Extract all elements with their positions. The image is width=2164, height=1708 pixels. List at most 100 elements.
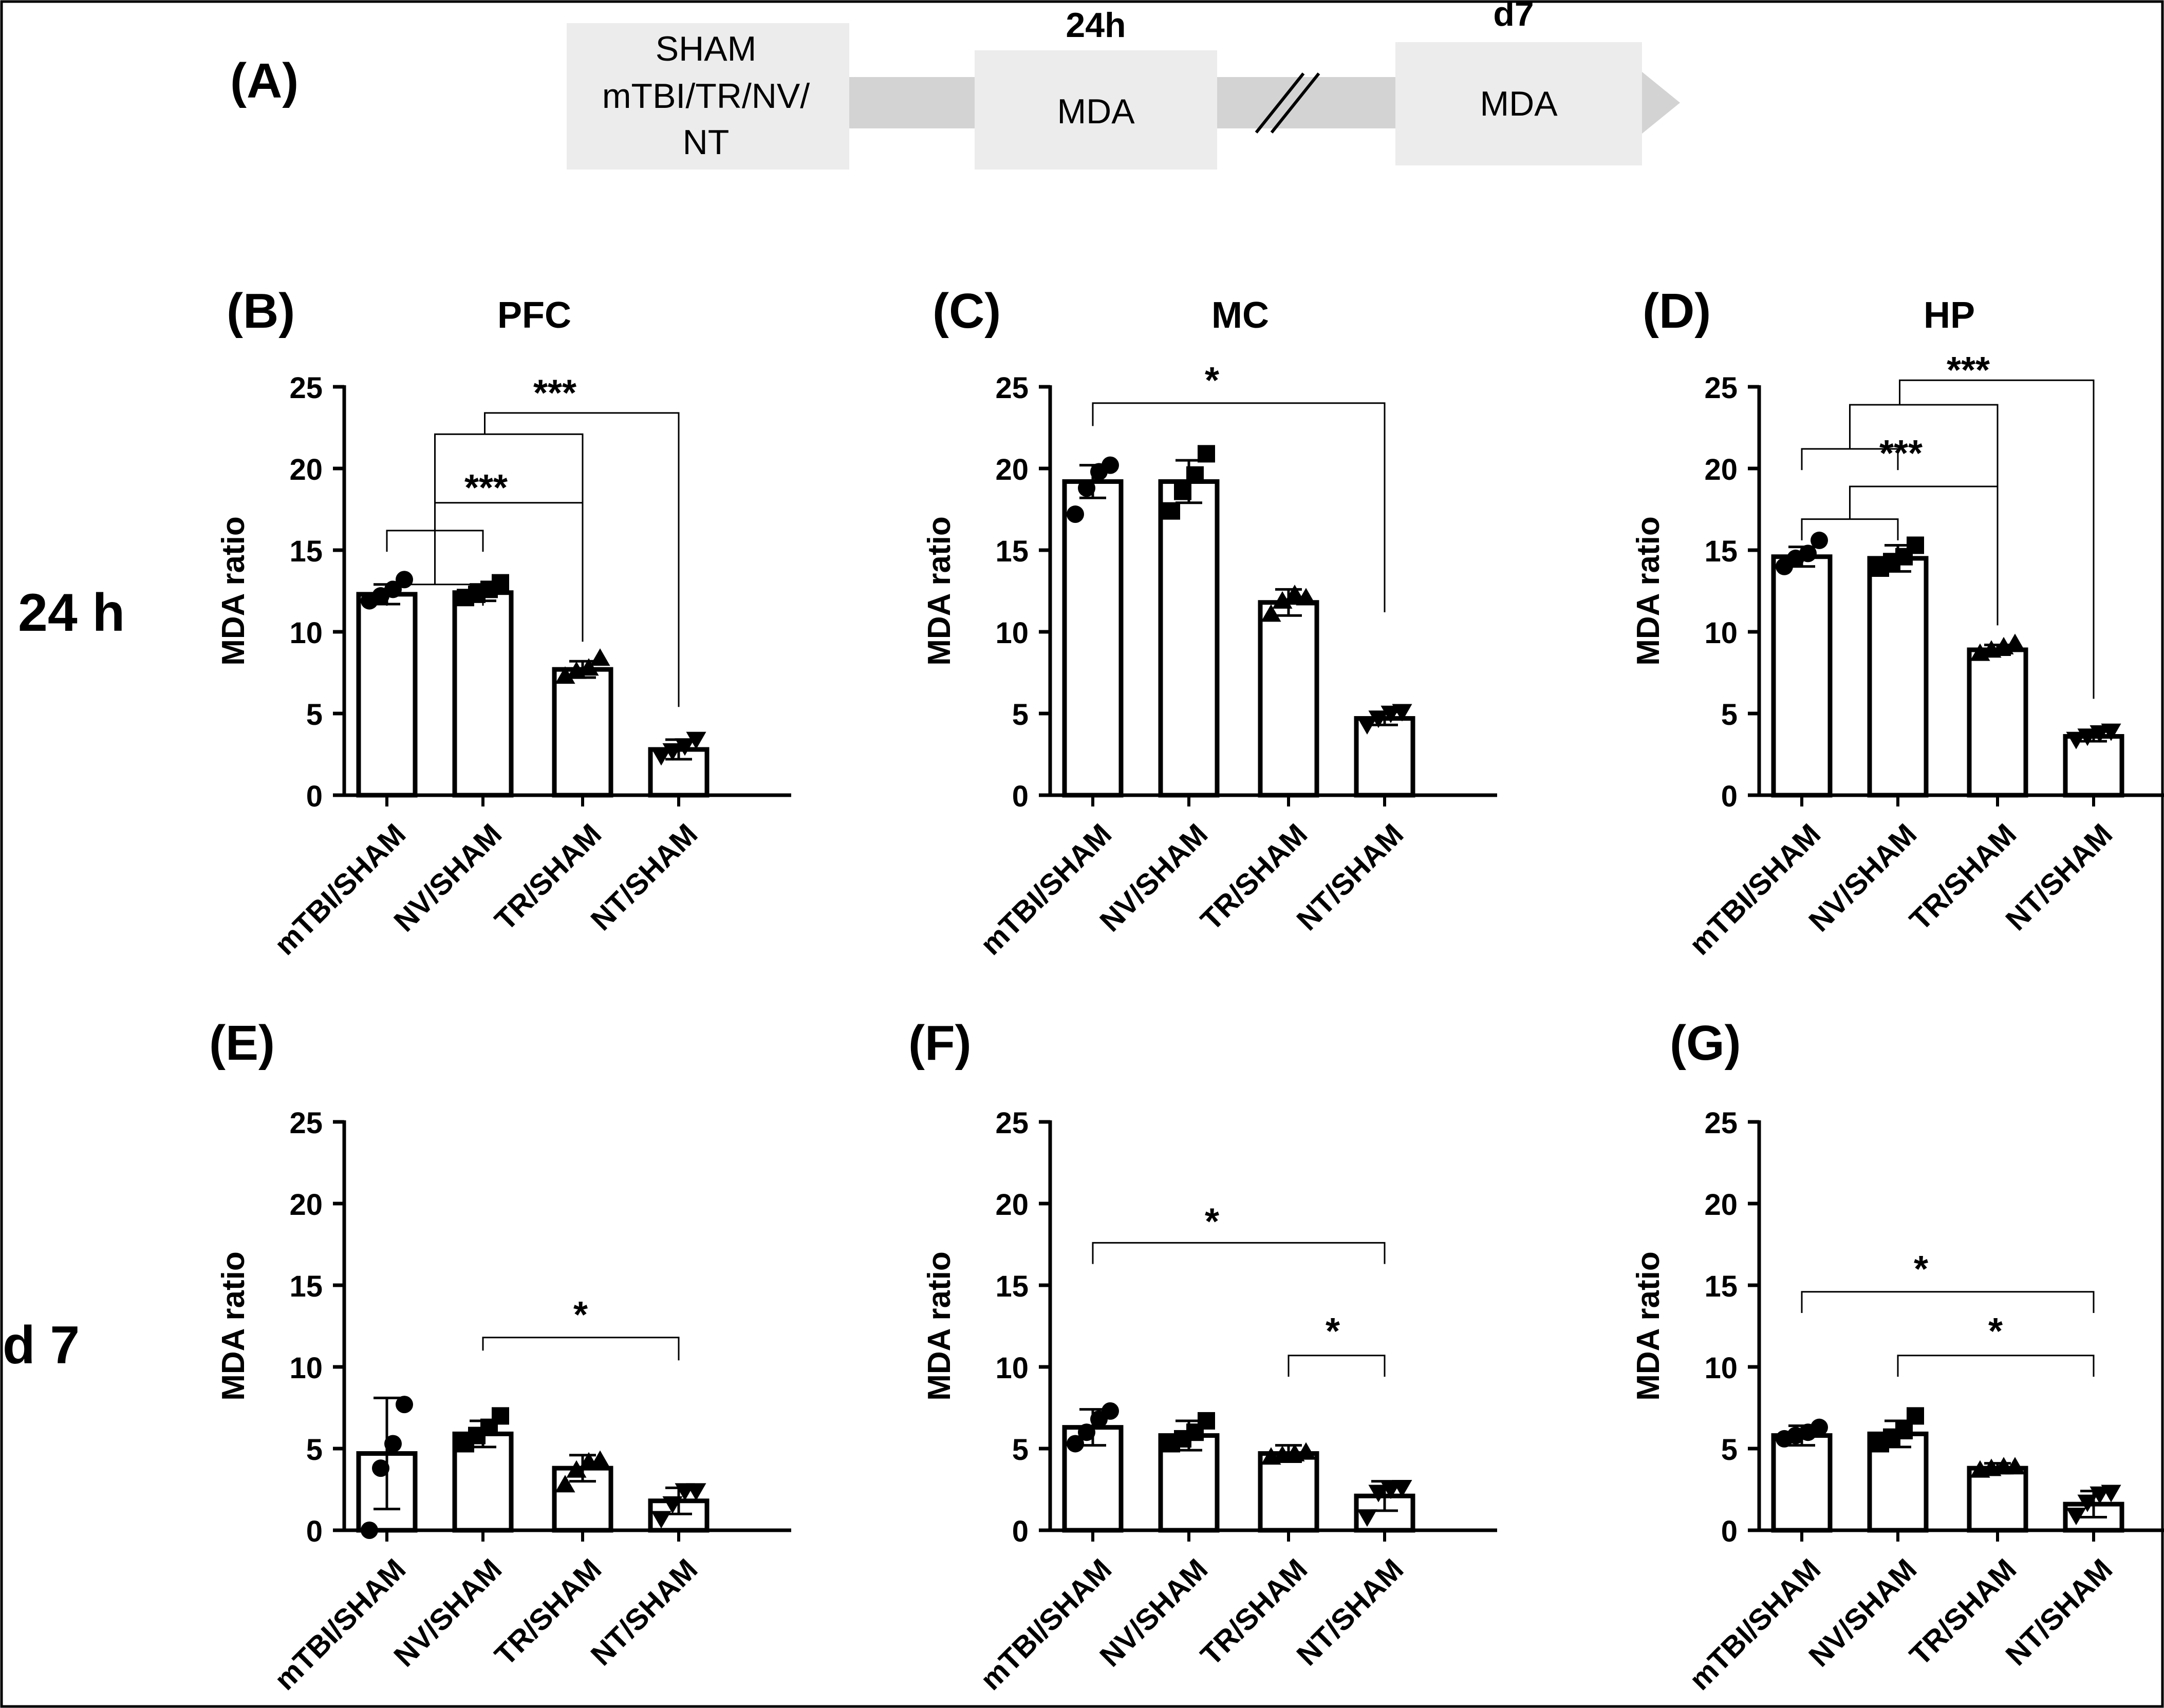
significance-bracket [482,1337,680,1361]
data-point [1284,585,1305,603]
y-tick-label: 15 [1704,1270,1738,1303]
y-tick-label: 0 [1721,1515,1738,1548]
data-point [1799,545,1817,562]
y-tick-label: 5 [1012,698,1029,731]
significance-marker: *** [1947,350,1990,391]
bar [1158,479,1220,798]
panel-label: (B) [227,284,295,339]
timeline-break-mark-2 [1270,72,1320,134]
bar [1258,600,1319,798]
data-point [1296,1442,1316,1460]
significance-bracket [1897,1355,2095,1377]
y-tick-label: 0 [1721,780,1738,813]
data-point [1067,1435,1084,1453]
significance-bracket [1092,1242,1386,1264]
panel-a-timeline: (A) SHAM mTBI/TR/NV/ NT 24h MDA d7 MDA [230,0,1680,170]
data-point [1895,1422,1913,1440]
data-point [1067,505,1084,523]
data-point [1357,717,1377,735]
timeline-box-groups-line1: SHAM [656,29,756,68]
data-point [384,1435,402,1453]
panel-label: (G) [1670,1016,1741,1071]
data-point [662,743,683,761]
panel-label: (C) [932,284,1001,339]
data-point [1392,1480,1412,1498]
y-tick-label: 20 [995,1188,1029,1222]
data-point [1174,482,1191,500]
data-point [1261,604,1281,622]
data-point [590,1450,610,1468]
bar [1967,647,2028,798]
data-point [492,574,509,592]
data-point [396,1396,413,1414]
data-point [1296,588,1316,606]
y-tick-label: 25 [1704,1106,1738,1140]
y-tick-label: 10 [995,1352,1029,1385]
data-point [2066,1508,2086,1526]
significance-marker: * [573,1294,588,1336]
panel-a-label: (A) [230,53,299,108]
significance-marker: * [1205,360,1219,401]
panel-label: (F) [908,1016,972,1071]
y-tick-label: 10 [995,616,1029,650]
y-tick-label: 10 [289,1352,323,1385]
y-axis-label: MDA ratio [922,516,957,665]
y-tick-label: 15 [1704,535,1738,568]
data-point [2077,1494,2098,1512]
timeline-box-d7 [1395,42,1642,165]
data-point [372,1459,389,1477]
significance-marker: * [1326,1311,1340,1352]
timeline-box-d7-text: MDA [1480,84,1558,123]
y-tick-label: 0 [306,1515,323,1548]
y-tick-label: 0 [306,780,323,813]
significance-bracket [1801,1291,2095,1313]
data-point [361,1522,378,1539]
y-tick-label: 10 [1704,616,1738,650]
timeline-break-mark-1 [1255,72,1305,134]
y-axis-label: MDA ratio [216,516,251,665]
y-tick-label: 10 [289,616,323,650]
significance-marker: *** [1879,433,1923,474]
y-tick-label: 25 [289,371,323,405]
data-point [651,1511,671,1529]
chart-title: PFC [497,295,571,336]
bar [1771,554,1833,798]
data-point [651,748,671,766]
significance-bracket [434,502,584,642]
data-point [1811,1418,1828,1436]
bar [1771,1433,1833,1533]
data-point [1198,1412,1215,1430]
y-axis-label: MDA ratio [1631,1251,1666,1400]
data-point [566,1460,587,1478]
data-point [1357,1509,1377,1527]
data-point [492,1407,509,1425]
significance-marker: *** [464,467,508,509]
data-point [555,666,575,684]
significance-bracket [1899,379,2095,699]
y-tick-label: 10 [1704,1352,1738,1385]
y-axis-label: MDA ratio [922,1251,957,1400]
significance-bracket [1092,402,1386,612]
y-tick-label: 25 [1704,371,1738,405]
data-point [590,648,610,666]
y-tick-label: 20 [289,453,323,486]
significance-bracket [1849,485,1999,626]
timeline-box-groups [567,23,849,170]
y-tick-label: 0 [1012,780,1029,813]
significance-marker: *** [533,372,576,414]
timeline-box-groups-line3: NT [683,123,730,162]
significance-marker: * [1205,1202,1219,1243]
significance-marker: * [1914,1249,1928,1290]
row-label-24h: 24 h [18,583,125,643]
data-point [1392,704,1412,722]
data-point [1102,456,1119,474]
data-point [1907,1407,1924,1425]
y-tick-label: 5 [306,1433,323,1467]
y-tick-label: 20 [995,453,1029,486]
data-point [1811,531,1828,549]
y-tick-label: 15 [995,535,1029,568]
data-point [1078,479,1095,497]
bar [1062,479,1124,798]
data-point [2005,1457,2025,1475]
